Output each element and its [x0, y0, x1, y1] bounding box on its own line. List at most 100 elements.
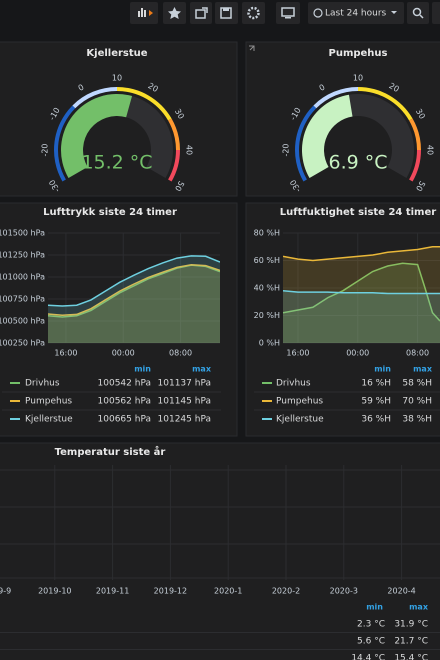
x-tick-label: 08:00: [169, 349, 192, 358]
x-tick-label: 2020-4: [387, 587, 415, 596]
gauge-title: Pumpehus: [329, 48, 388, 59]
legend-min: 100665 hPa: [98, 415, 151, 425]
y-tick-label: 40 %H: [254, 284, 280, 293]
y-tick-label: 20 %H: [254, 311, 280, 320]
legend-max: 101145 hPa: [158, 397, 211, 407]
legend-min: 100542 hPa: [98, 379, 151, 389]
legend-max: 38 %H: [402, 415, 432, 425]
zoom-out-button[interactable]: [407, 2, 429, 24]
table-cell: 2.3 °C: [357, 620, 385, 630]
x-tick-label: 16:00: [54, 349, 77, 358]
table-cell: 14.4 °C: [351, 654, 385, 660]
threshold-band: [409, 150, 421, 182]
gauge-tick-label: 0: [77, 82, 86, 92]
threshold-band: [72, 87, 117, 109]
x-tick-label: 00:00: [346, 349, 369, 358]
table-cell: 15.4 °C: [394, 654, 428, 660]
legend-max: 70 %H: [402, 397, 432, 407]
threshold-band: [117, 87, 172, 121]
gauge-tick-label: 50: [173, 179, 186, 192]
gauge-tick-label: 20: [146, 81, 159, 94]
gauge-tick-label: 30: [173, 107, 186, 120]
series-area: [48, 255, 220, 343]
gauge-tick-label: 40: [426, 145, 435, 155]
series-line: [48, 263, 220, 317]
legend-max: 58 %H: [402, 379, 432, 389]
plot: [48, 255, 220, 343]
legend-header: min: [134, 365, 151, 374]
legend-name[interactable]: Pumpehus: [276, 397, 323, 407]
legend-min: 16 %H: [361, 379, 391, 389]
gauge-tick-label: -20: [41, 143, 50, 156]
legend-name[interactable]: Drivhus: [276, 379, 311, 389]
settings-button[interactable]: [242, 2, 265, 24]
threshold-band: [168, 118, 180, 150]
gauge-value-label: 15.2 °C: [81, 152, 152, 174]
legend-min: 100562 hPa: [98, 397, 151, 407]
y-tick-label: 100500 hPa: [0, 317, 45, 326]
time-picker[interactable]: [308, 2, 404, 24]
table-cell: 5.6 °C: [357, 637, 385, 647]
refresh-button[interactable]: [432, 2, 440, 24]
gauge-value: [301, 94, 353, 178]
legend-max: 101245 hPa: [158, 415, 211, 425]
share-button[interactable]: [190, 2, 212, 24]
toolbar: Last 24 hours: [130, 2, 440, 24]
graph-panel: [0, 442, 440, 660]
x-tick-label: 2019-12: [154, 587, 187, 596]
plot: [283, 246, 440, 343]
save-button[interactable]: [215, 2, 238, 24]
table-cell: 31.9 °C: [394, 620, 428, 630]
legend-name[interactable]: Drivhus: [25, 379, 60, 389]
legend-header: max: [413, 365, 433, 374]
threshold-band: [358, 87, 413, 121]
gauge-tick-label: 30: [414, 107, 427, 120]
y-tick-label: 100250 hPa: [0, 339, 45, 348]
series-area: [283, 246, 440, 343]
gauge-tick-label: -20: [282, 143, 291, 156]
gauge-tick-label: 0: [318, 82, 327, 92]
gauge-tick-label: 20: [387, 81, 400, 94]
graph-panel: [245, 202, 440, 437]
gauge-value: [60, 93, 133, 178]
threshold-band: [168, 150, 180, 182]
table-header: min: [366, 603, 383, 612]
legend-name[interactable]: Kjellerstue: [276, 415, 324, 425]
graph-panel: [0, 202, 238, 437]
y-tick-label: 101250 hPa: [0, 251, 45, 260]
x-tick-label: 2019-9: [0, 587, 11, 596]
gauge-panel: [0, 41, 238, 197]
gauge-tick-label: 10: [112, 74, 122, 83]
legend-name[interactable]: Kjellerstue: [25, 415, 73, 425]
panel-title: Temperatur siste år: [55, 445, 166, 458]
legend-header: min: [374, 365, 391, 374]
legend-header: max: [192, 365, 212, 374]
table-header: max: [409, 603, 429, 612]
threshold-band: [313, 87, 358, 109]
x-tick-label: 2019-11: [96, 587, 129, 596]
series-line: [283, 246, 440, 262]
series-line: [283, 262, 440, 322]
series-line: [48, 255, 220, 307]
x-tick-label: 2020-3: [330, 587, 358, 596]
x-tick-label: 08:00: [406, 349, 429, 358]
view-mode-button[interactable]: [276, 2, 300, 24]
y-tick-label: 60 %H: [254, 256, 280, 265]
panel-title: Luftfuktighet siste 24 timer: [280, 207, 436, 218]
y-tick-label: 100750 hPa: [0, 295, 45, 304]
legend-name[interactable]: Pumpehus: [25, 397, 72, 407]
panel-title: Lufttrykk siste 24 timer: [43, 207, 177, 218]
x-tick-label: 2020-1: [214, 587, 242, 596]
gauge-tick-label: 10: [353, 74, 363, 83]
series-area: [283, 290, 440, 343]
gauge-title: Kjellerstue: [86, 48, 147, 59]
threshold-band: [294, 105, 317, 182]
gauge-tick-label: 50: [414, 179, 427, 192]
legend-min: 59 %H: [361, 397, 391, 407]
x-tick-label: 2020-2: [272, 587, 300, 596]
series-line: [283, 290, 440, 295]
x-tick-label: 16:00: [286, 349, 309, 358]
y-tick-label: 101000 hPa: [0, 273, 45, 282]
series-area: [48, 265, 220, 343]
